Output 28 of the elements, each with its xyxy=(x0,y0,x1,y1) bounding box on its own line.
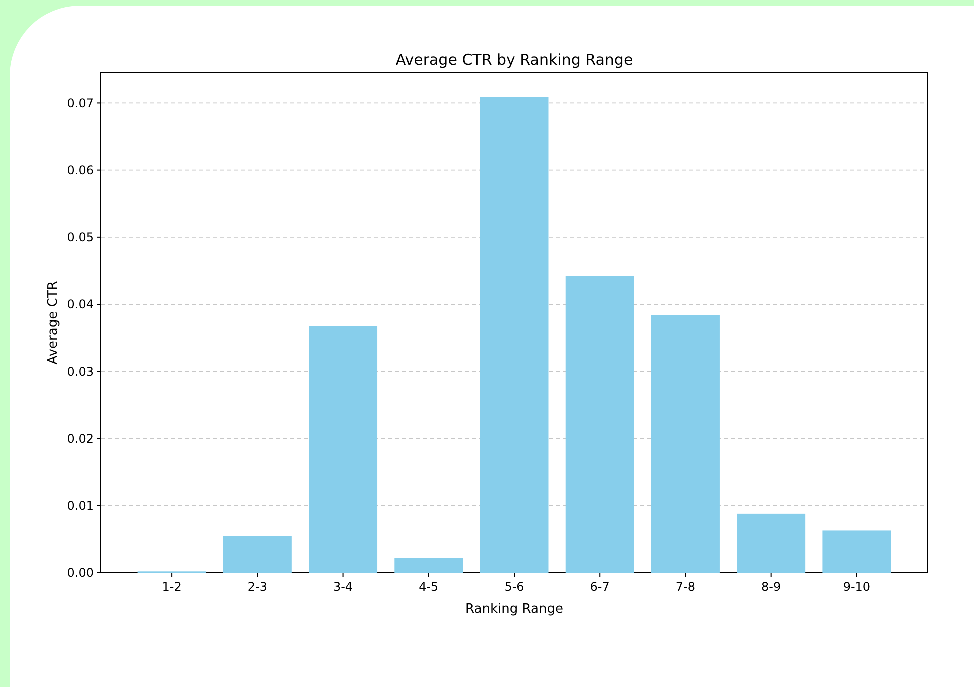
x-axis-title: Ranking Range xyxy=(466,602,564,617)
bar xyxy=(566,276,634,573)
x-tick-label: 3-4 xyxy=(333,580,354,594)
y-tick-label: 0.01 xyxy=(67,499,94,514)
x-tick-label: 8-9 xyxy=(762,580,782,594)
y-tick-label: 0.02 xyxy=(67,432,94,446)
chart-title: Average CTR by Ranking Range xyxy=(396,51,634,69)
y-tick-label: 0.07 xyxy=(67,96,94,110)
y-axis-title: Average CTR xyxy=(46,281,61,365)
y-tick-label: 0.00 xyxy=(67,566,94,580)
bar xyxy=(822,530,892,573)
x-tick-label: 9-10 xyxy=(843,580,871,594)
bar xyxy=(480,97,549,573)
x-tick-label: 6-7 xyxy=(590,580,610,594)
y-tick-label: 0.06 xyxy=(67,164,94,178)
x-tick-label: 7-8 xyxy=(676,580,696,594)
bar xyxy=(223,536,292,573)
bar xyxy=(737,514,806,573)
y-tick-label: 0.05 xyxy=(67,230,94,245)
x-tick-label: 4-5 xyxy=(419,580,439,594)
x-tick-label: 2-3 xyxy=(248,580,268,594)
x-tick-label: 5-6 xyxy=(504,580,524,594)
bar xyxy=(651,315,720,573)
bar xyxy=(394,558,464,573)
y-tick-label: 0.03 xyxy=(67,364,94,379)
y-tick-label: 0.04 xyxy=(67,298,94,312)
bar xyxy=(309,326,378,573)
x-tick-label: 1-2 xyxy=(162,580,182,594)
